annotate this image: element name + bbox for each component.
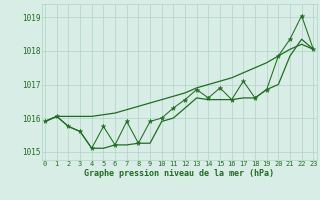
X-axis label: Graphe pression niveau de la mer (hPa): Graphe pression niveau de la mer (hPa)	[84, 169, 274, 178]
